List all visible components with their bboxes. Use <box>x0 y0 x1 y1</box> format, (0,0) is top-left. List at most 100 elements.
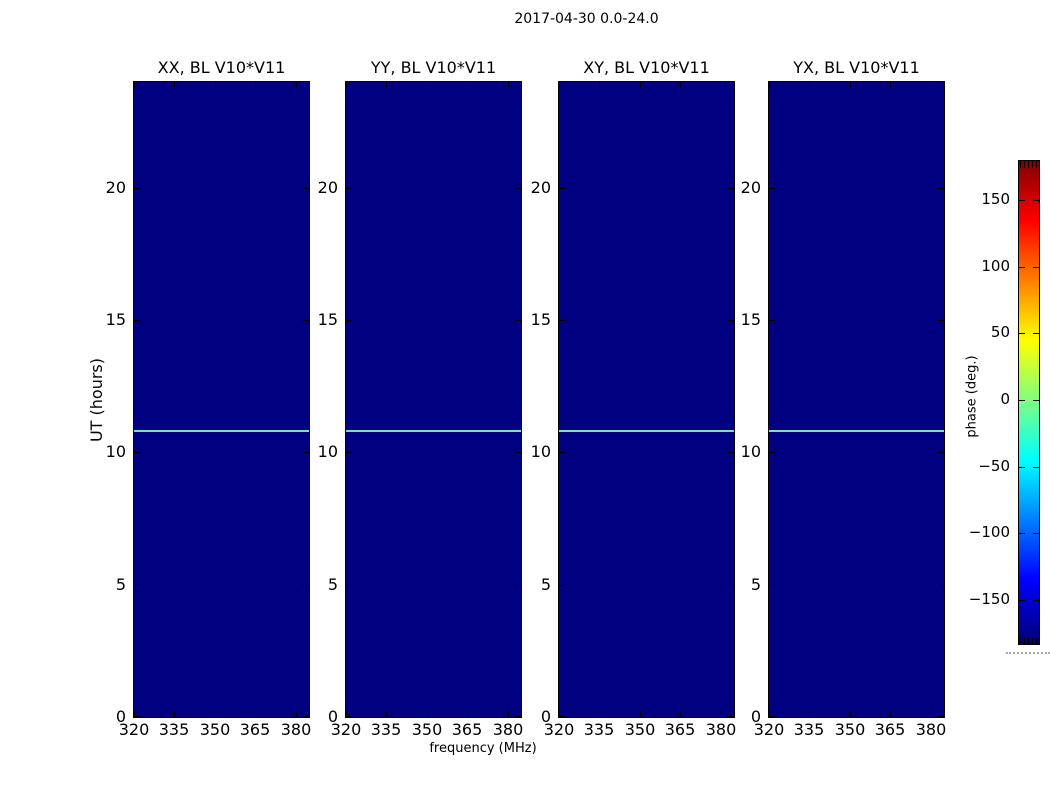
y-tick-mark <box>938 452 944 453</box>
x-tick-label: 365 <box>664 720 696 739</box>
y-tick-mark <box>769 188 775 189</box>
x-tick-mark <box>134 711 135 717</box>
colorbar-tick-mark <box>1019 200 1025 201</box>
panel-title: XY, BL V10*V11 <box>583 58 710 77</box>
y-tick-mark <box>769 452 775 453</box>
y-tick-mark <box>938 716 944 717</box>
y-tick-mark <box>346 188 352 189</box>
colorbar-tick-mark <box>1033 533 1039 534</box>
colorbar-tick-mark <box>1033 600 1039 601</box>
y-tick-mark <box>938 320 944 321</box>
colorbar-tick-mark <box>1019 333 1025 334</box>
panel-title: YY, BL V10*V11 <box>370 58 497 77</box>
x-tick-mark <box>427 711 428 717</box>
heatmap-panel <box>768 81 945 718</box>
x-tick-mark <box>680 82 681 88</box>
y-tick-mark <box>303 188 309 189</box>
y-tick-label: 15 <box>105 310 126 329</box>
y-tick-label: 20 <box>740 178 761 197</box>
colorbar-tick-label: −50 <box>978 457 1010 475</box>
x-tick-label: 350 <box>624 720 656 739</box>
colorbar-tick-mark <box>1033 267 1039 268</box>
y-tick-mark <box>515 452 521 453</box>
y-tick-label: 20 <box>530 178 551 197</box>
heatmap-panel <box>133 81 310 718</box>
x-tick-mark <box>640 82 641 88</box>
x-tick-label: 350 <box>199 720 231 739</box>
colorbar-tick-label: 50 <box>990 323 1010 341</box>
panel-title: XX, BL V10*V11 <box>157 58 286 77</box>
colorbar-baseline-dots <box>1006 652 1050 654</box>
y-tick-mark <box>769 585 775 586</box>
colorbar-tick-mark <box>1033 333 1039 334</box>
y-tick-mark <box>134 452 140 453</box>
y-tick-label: 10 <box>530 442 551 461</box>
x-tick-mark <box>599 82 600 88</box>
x-tick-mark <box>559 711 560 717</box>
colorbar-tick-mark <box>1033 467 1039 468</box>
y-tick-mark <box>346 320 352 321</box>
x-tick-label: 380 <box>915 720 947 739</box>
feature-line <box>769 430 944 432</box>
y-tick-mark <box>346 716 352 717</box>
x-tick-label: 365 <box>874 720 906 739</box>
colorbar-tick-mark <box>1019 533 1025 534</box>
y-tick-mark <box>769 320 775 321</box>
y-tick-label: 20 <box>105 178 126 197</box>
y-tick-mark <box>515 320 521 321</box>
figure-title: 2017-04-30 0.0-24.0 <box>514 11 659 27</box>
colorbar-end-comb <box>1020 637 1038 644</box>
x-tick-mark <box>769 711 770 717</box>
y-tick-label: 10 <box>105 442 126 461</box>
x-tick-mark <box>640 711 641 717</box>
x-tick-mark <box>134 82 135 88</box>
x-tick-label: 380 <box>492 720 524 739</box>
colorbar-tick-mark <box>1019 467 1025 468</box>
colorbar-tick-label: −100 <box>968 523 1010 541</box>
y-tick-label: 15 <box>317 310 338 329</box>
y-tick-mark <box>769 716 775 717</box>
x-tick-mark <box>215 82 216 88</box>
y-tick-label: 0 <box>750 707 761 726</box>
y-tick-mark <box>728 188 734 189</box>
x-tick-mark <box>680 711 681 717</box>
y-tick-label: 15 <box>530 310 551 329</box>
y-tick-mark <box>303 320 309 321</box>
x-tick-mark <box>346 82 347 88</box>
x-tick-mark <box>890 711 891 717</box>
x-tick-mark <box>769 82 770 88</box>
x-tick-label: 350 <box>834 720 866 739</box>
colorbar-tick-label: −150 <box>968 590 1010 608</box>
x-tick-label: 335 <box>158 720 190 739</box>
x-tick-mark <box>809 711 810 717</box>
y-tick-label: 5 <box>115 575 126 594</box>
y-tick-mark <box>728 716 734 717</box>
x-tick-mark <box>850 82 851 88</box>
y-tick-mark <box>303 585 309 586</box>
x-tick-label: 380 <box>280 720 312 739</box>
x-tick-label: 320 <box>118 720 150 739</box>
y-tick-label: 0 <box>327 707 338 726</box>
y-tick-label: 10 <box>740 442 761 461</box>
x-tick-label: 320 <box>330 720 362 739</box>
y-tick-mark <box>346 585 352 586</box>
y-tick-mark <box>559 585 565 586</box>
x-tick-mark <box>174 82 175 88</box>
heatmap-panel <box>558 81 735 718</box>
x-tick-mark <box>467 711 468 717</box>
y-tick-label: 10 <box>317 442 338 461</box>
y-tick-mark <box>938 585 944 586</box>
y-tick-mark <box>134 716 140 717</box>
y-tick-mark <box>559 320 565 321</box>
x-axis-label: frequency (MHz) <box>429 741 537 756</box>
x-tick-mark <box>508 711 509 717</box>
x-tick-mark <box>721 82 722 88</box>
x-tick-label: 335 <box>370 720 402 739</box>
x-tick-mark <box>296 711 297 717</box>
x-tick-mark <box>890 82 891 88</box>
y-tick-mark <box>728 320 734 321</box>
x-tick-label: 335 <box>583 720 615 739</box>
y-tick-mark <box>728 452 734 453</box>
y-tick-label: 15 <box>740 310 761 329</box>
